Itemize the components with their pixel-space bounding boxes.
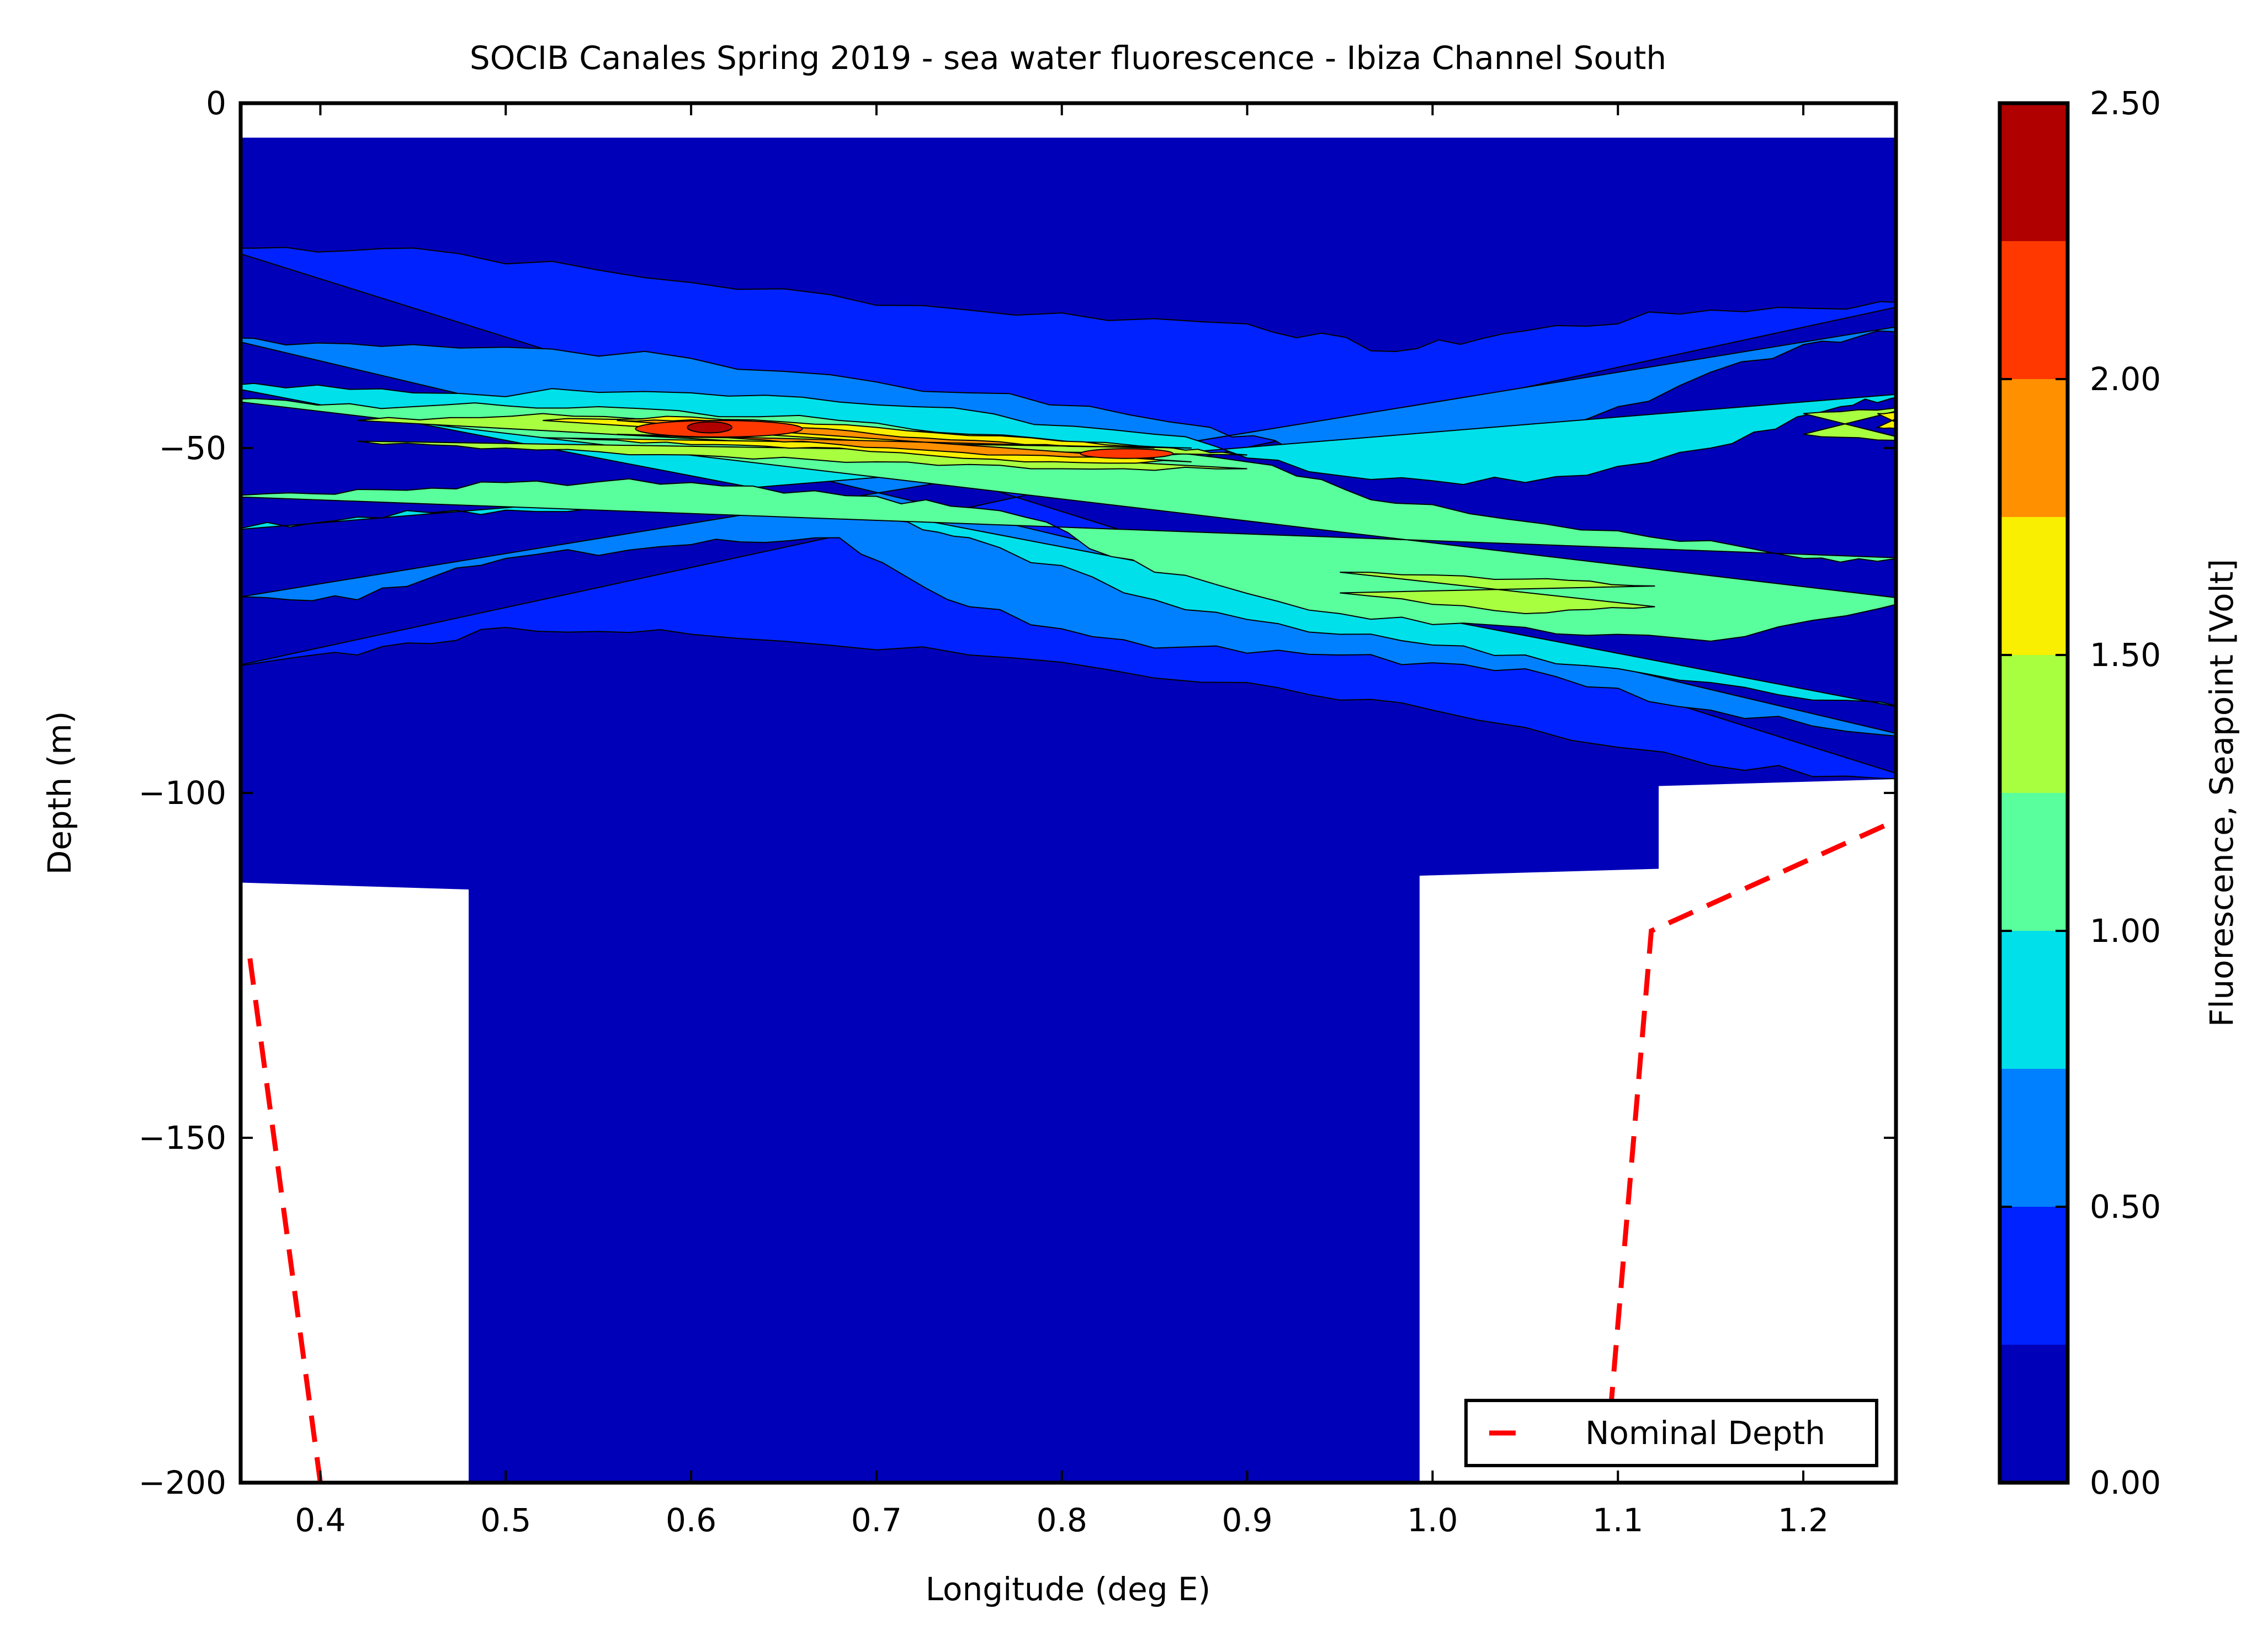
- contour-level-9: [687, 421, 732, 434]
- contour-level-6b: [1875, 411, 1896, 429]
- y-axis-label: Depth (m): [41, 711, 78, 875]
- colorbar-segment: [2000, 379, 2068, 517]
- x-tick-label: 0.9: [1221, 1501, 1272, 1539]
- y-tick-label: −100: [139, 774, 226, 812]
- colorbar-segment: [2000, 517, 2068, 655]
- contour-level-5b: [1340, 572, 1655, 615]
- colorbar-frame: [1998, 101, 2070, 1485]
- x-axis-label: Longitude (deg E): [926, 1570, 1211, 1608]
- x-tick-label: 0.8: [1037, 1501, 1087, 1539]
- colorbar-tick-label: 2.50: [2090, 84, 2161, 122]
- x-tick-label: 0.7: [851, 1501, 902, 1539]
- colorbar-segment: [2000, 1069, 2068, 1207]
- nominal-depth-line: [1604, 818, 1897, 1456]
- colorbar-segment: [2000, 655, 2068, 793]
- y-tick-label: −150: [139, 1119, 226, 1157]
- nominal-depth-line: [247, 958, 323, 1483]
- contour-level-5c: [1803, 407, 1896, 441]
- colorbar-tick-label: 1.00: [2090, 912, 2161, 950]
- colorbar-segment: [2000, 241, 2068, 379]
- x-tick-label: 1.0: [1407, 1501, 1458, 1539]
- x-tick-label: 1.1: [1592, 1501, 1643, 1539]
- colorbar-segment: [2000, 1345, 2068, 1483]
- y-tick-label: −50: [159, 429, 226, 467]
- y-tick-label: −200: [139, 1464, 226, 1501]
- x-tick-label: 0.5: [480, 1501, 531, 1539]
- colorbar-segment: [2000, 931, 2068, 1069]
- colorbar-segment: [2000, 793, 2068, 931]
- colorbar-tick-label: 0.50: [2090, 1188, 2161, 1226]
- legend-label: Nominal Depth: [1585, 1414, 1825, 1452]
- colorbar-tick-label: 2.00: [2090, 360, 2161, 398]
- colorbar-tick-label: 1.50: [2090, 636, 2161, 674]
- colorbar-tick-label: 0.00: [2090, 1464, 2161, 1501]
- contour-level-3: [241, 382, 1896, 707]
- y-tick-label: 0: [206, 84, 226, 122]
- legend-box: [1464, 1399, 1878, 1467]
- x-tick-label: 1.2: [1778, 1501, 1829, 1539]
- x-tick-label: 0.6: [666, 1501, 716, 1539]
- x-tick-label: 0.4: [295, 1501, 346, 1539]
- chart-title: SOCIB Canales Spring 2019 - sea water fl…: [470, 39, 1666, 77]
- colorbar-segment: [2000, 1207, 2068, 1345]
- contour-level-8b: [1080, 448, 1174, 459]
- colorbar-segment: [2000, 103, 2068, 241]
- legend: Nominal Depth: [1464, 1399, 1878, 1467]
- colorbar-label: Fluorescence, Seapoint [Volt]: [2203, 559, 2240, 1027]
